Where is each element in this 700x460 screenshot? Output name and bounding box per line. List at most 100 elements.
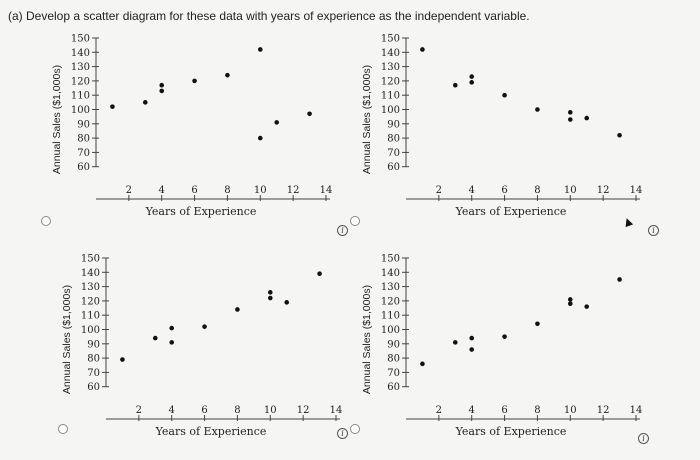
info-icon[interactable]: i: [638, 433, 649, 444]
data-point: [307, 111, 312, 117]
x-tick-label: 12: [597, 185, 610, 196]
y-tick-label: 140: [381, 268, 400, 279]
data-point: [159, 82, 165, 88]
x-tick-label: 12: [297, 405, 310, 416]
data-point: [469, 74, 475, 79]
y-tick-label: 120: [381, 76, 400, 87]
y-tick-label: 100: [81, 325, 100, 336]
y-tick-label: 110: [381, 311, 400, 322]
y-tick-label: 120: [381, 296, 400, 307]
data-point: [274, 120, 280, 125]
x-tick-label: 8: [224, 185, 230, 196]
x-tick-label: 2: [436, 405, 442, 416]
scatter-chart-3: 60 70 80 90 100 110 120 130 140 150 2 4 6 8 10 12 14 Year…: [50, 250, 370, 460]
y-tick-label: 80: [77, 134, 90, 145]
scatter-chart-2: 60 70 80 90 100 110 120 130 140 150 2 4 6 8 10 12 14 Year…: [350, 30, 670, 240]
x-tick-label: 6: [501, 185, 507, 196]
x-tick-label: 10: [254, 185, 267, 196]
data-point: [257, 135, 263, 141]
scatter-chart-1: 60 70 80 90 100 110 120 130 140 150 2 4 6 8 10 12 14 Year…: [40, 30, 360, 240]
data-point: [110, 104, 115, 109]
x-tick-label: 10: [264, 405, 277, 416]
data-point: [535, 107, 540, 112]
y-tick-label: 130: [81, 282, 100, 293]
y-tick-label: 150: [381, 254, 400, 265]
y-tick-label: 90: [387, 339, 400, 350]
data-point: [169, 340, 175, 345]
x-tick-label: 4: [469, 405, 475, 416]
data-point: [192, 78, 197, 84]
x-tick-label: 2: [136, 405, 142, 416]
x-tick-label: 6: [501, 405, 507, 416]
y-tick-label: 80: [87, 354, 100, 365]
data-point: [284, 300, 290, 305]
data-point: [617, 132, 622, 138]
x-tick-label: 14: [330, 405, 343, 416]
info-icon[interactable]: i: [337, 428, 348, 439]
data-point: [567, 297, 573, 302]
y-tick-label: 140: [71, 48, 90, 59]
data-point: [267, 290, 273, 295]
data-point: [567, 110, 573, 115]
x-axis-title: Years of Experience: [455, 425, 567, 438]
y-tick-label: 100: [381, 325, 400, 336]
y-tick-label: 70: [387, 368, 400, 379]
x-tick-label: 4: [169, 405, 175, 416]
y-tick-label: 70: [77, 148, 90, 159]
data-point: [567, 117, 573, 122]
x-tick-label: 14: [630, 405, 643, 416]
data-point: [420, 361, 425, 367]
data-point: [152, 335, 158, 341]
y-axis-title: Annual Sales ($1,000s): [51, 65, 63, 174]
y-tick-label: 90: [77, 119, 90, 130]
data-point: [567, 301, 573, 307]
y-tick-label: 80: [387, 354, 400, 365]
data-point: [584, 304, 590, 309]
data-point: [169, 325, 175, 331]
chart-svg: 60 70 80 90 100 110 120 130 140 150 2 4 6 8 10 12 14 Year…: [51, 34, 333, 219]
option-a-radio[interactable]: [41, 216, 51, 226]
info-icon[interactable]: i: [648, 225, 659, 236]
data-point: [452, 82, 458, 88]
data-point: [469, 335, 475, 341]
x-tick-label: 12: [597, 405, 610, 416]
y-tick-label: 150: [71, 34, 90, 45]
y-tick-label: 60: [387, 162, 400, 173]
data-point: [317, 271, 322, 277]
x-axis-title: Years of Experience: [155, 425, 267, 438]
data-point: [225, 72, 230, 78]
y-tick-label: 140: [381, 48, 400, 59]
y-tick-label: 140: [81, 268, 100, 279]
y-tick-label: 70: [387, 148, 400, 159]
data-point: [120, 357, 125, 362]
y-tick-label: 90: [387, 119, 400, 130]
x-tick-label: 14: [320, 185, 333, 196]
option-d-radio[interactable]: [350, 424, 360, 434]
chart-svg: 60 70 80 90 100 110 120 130 140 150 2 4 6 8 10 12 14 Year…: [61, 254, 343, 439]
y-tick-label: 70: [87, 368, 100, 379]
y-tick-label: 100: [381, 105, 400, 116]
x-tick-label: 10: [564, 185, 577, 196]
y-tick-label: 150: [81, 254, 100, 265]
y-tick-label: 120: [71, 76, 90, 87]
option-c-radio[interactable]: [58, 424, 68, 434]
y-tick-label: 110: [381, 91, 400, 102]
y-axis-title: Annual Sales ($1,000s): [361, 65, 373, 174]
x-tick-label: 2: [436, 185, 442, 196]
x-tick-label: 10: [564, 405, 577, 416]
data-point: [257, 47, 263, 52]
option-b-radio[interactable]: [350, 216, 360, 226]
data-point: [202, 324, 207, 329]
x-axis-title: Years of Experience: [145, 205, 257, 218]
x-tick-label: 12: [287, 185, 300, 196]
y-tick-label: 60: [87, 382, 100, 393]
x-tick-label: 8: [234, 405, 240, 416]
data-point: [535, 321, 540, 327]
y-axis-title: Annual Sales ($1,000s): [61, 285, 73, 394]
y-tick-label: 130: [381, 62, 400, 73]
y-tick-label: 100: [71, 105, 90, 116]
info-icon[interactable]: i: [337, 225, 348, 236]
question-text: (a) Develop a scatter diagram for these …: [8, 9, 530, 23]
y-tick-label: 110: [71, 91, 90, 102]
y-tick-label: 120: [81, 296, 100, 307]
